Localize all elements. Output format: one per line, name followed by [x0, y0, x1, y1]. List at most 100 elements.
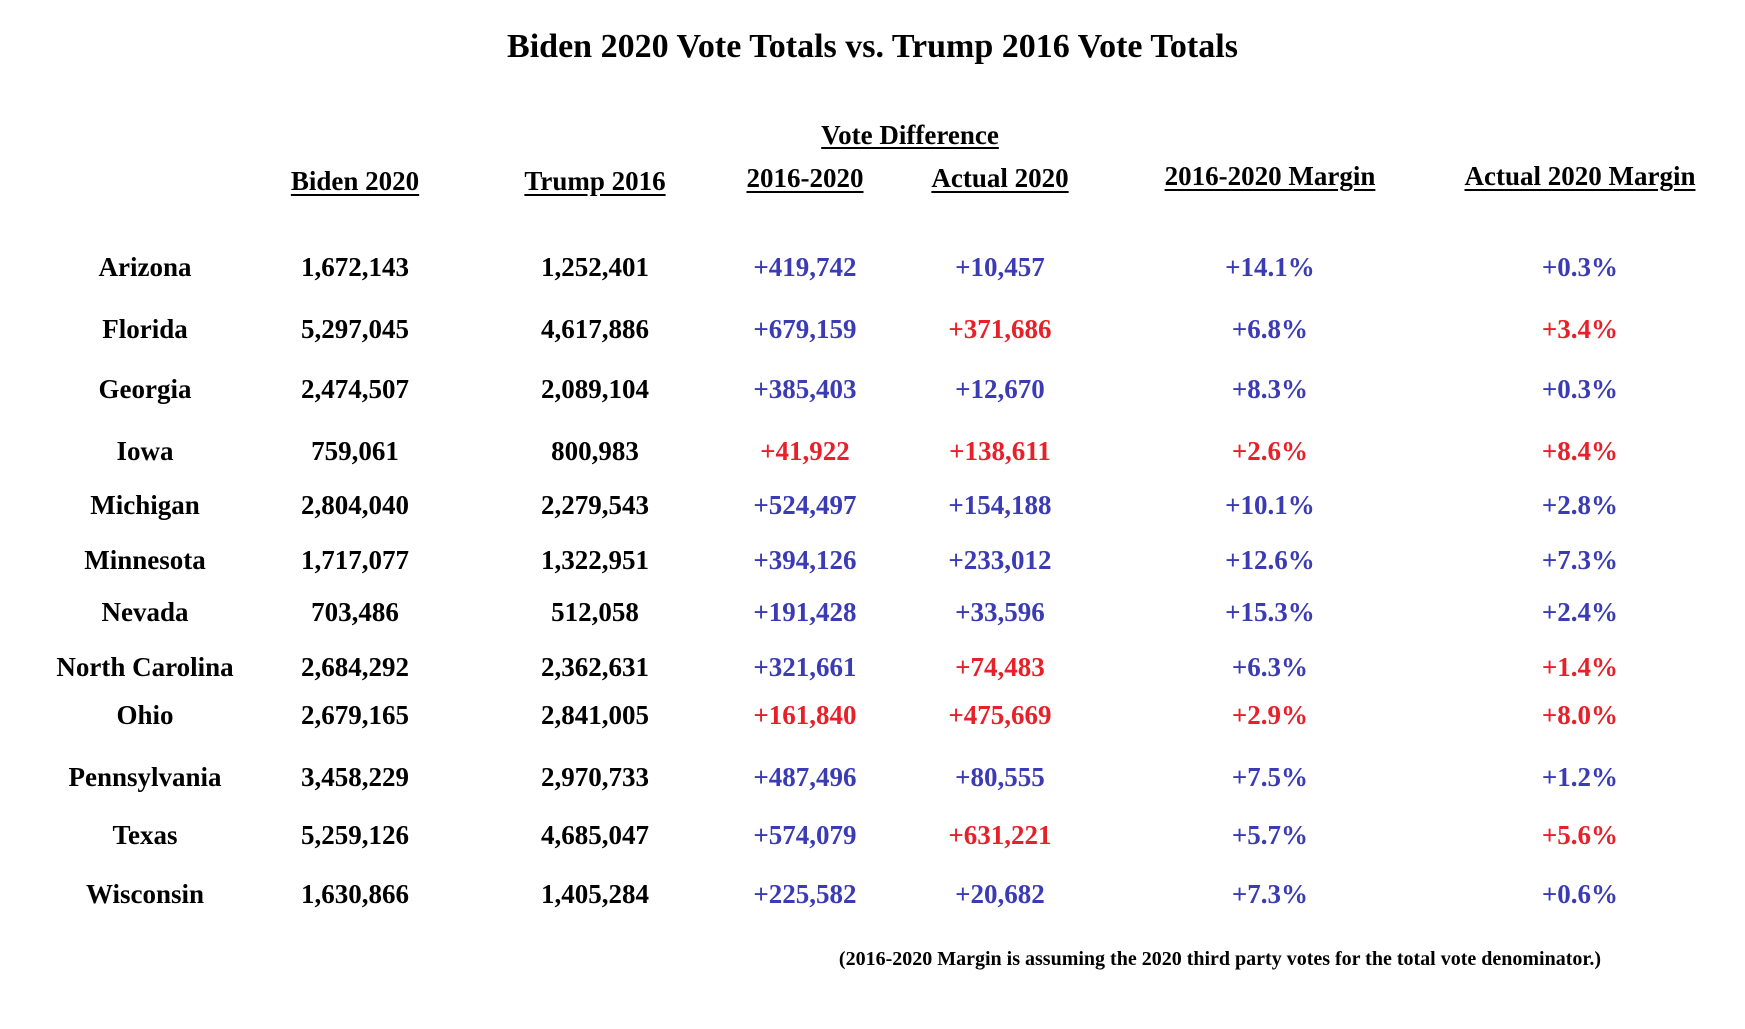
biden-2020-value: 1,672,143 — [301, 252, 409, 282]
vote-difference-group-header: Vote Difference — [821, 120, 999, 150]
diff-2016-2020-value: +574,079 — [753, 820, 857, 850]
actual-margin-2020-value: +0.6% — [1541, 879, 1619, 909]
trump-2016-value: 2,279,543 — [541, 490, 649, 520]
margin-2016-2020-value: +12.6% — [1225, 545, 1315, 575]
actual-2020-value: +80,555 — [955, 762, 1045, 792]
table-row: Arizona 1,672,143 1,252,401 +419,742 +10,457… — [0, 252, 1745, 292]
trump-2016-value: 2,362,631 — [541, 652, 649, 682]
actual-margin-2020-value: +8.0% — [1541, 700, 1619, 730]
actual-2020-value: +233,012 — [948, 545, 1052, 575]
trump-2016-value: 1,405,284 — [541, 879, 649, 909]
actual-2020-value: +154,188 — [948, 490, 1052, 520]
margin-2016-2020-value: +5.7% — [1231, 820, 1309, 850]
biden-2020-value: 5,259,126 — [301, 820, 409, 850]
actual-margin-2020-value: +3.4% — [1541, 314, 1619, 344]
biden-2020-value: 759,061 — [311, 436, 399, 466]
header-biden-2020: Biden 2020 — [290, 166, 420, 196]
biden-2020-value: 1,630,866 — [301, 879, 409, 909]
biden-2020-value: 2,679,165 — [301, 700, 409, 730]
actual-2020-value: +74,483 — [955, 652, 1045, 682]
margin-2016-2020-value: +14.1% — [1225, 252, 1315, 282]
biden-2020-value: 5,297,045 — [301, 314, 409, 344]
actual-2020-value: +475,669 — [948, 700, 1052, 730]
margin-2016-2020-value: +2.9% — [1231, 700, 1309, 730]
margin-2016-2020-value: +15.3% — [1225, 597, 1315, 627]
trump-2016-value: 2,089,104 — [541, 374, 649, 404]
trump-2016-value: 1,252,401 — [541, 252, 649, 282]
state-name: Florida — [102, 314, 188, 344]
actual-2020-value: +12,670 — [955, 374, 1045, 404]
header-trump-2016: Trump 2016 — [524, 166, 666, 196]
diff-2016-2020-value: +394,126 — [753, 545, 857, 575]
header-actual-2020: Actual 2020 — [931, 163, 1069, 193]
table-row: Pennsylvania 3,458,229 2,970,733 +487,496 +8… — [0, 762, 1745, 802]
actual-margin-2020-value: +0.3% — [1541, 252, 1619, 282]
actual-margin-2020-value: +2.8% — [1541, 490, 1619, 520]
actual-margin-2020-value: +8.4% — [1541, 436, 1619, 466]
actual-margin-2020-value: +5.6% — [1541, 820, 1619, 850]
actual-2020-value: +33,596 — [955, 597, 1045, 627]
trump-2016-value: 800,983 — [551, 436, 639, 466]
actual-margin-2020-value: +1.4% — [1541, 652, 1619, 682]
trump-2016-value: 2,970,733 — [541, 762, 649, 792]
actual-margin-2020-value: +0.3% — [1541, 374, 1619, 404]
diff-2016-2020-value: +225,582 — [753, 879, 857, 909]
biden-2020-value: 2,474,507 — [301, 374, 409, 404]
actual-margin-2020-value: +1.2% — [1541, 762, 1619, 792]
page-title: Biden 2020 Vote Totals vs. Trump 2016 Vo… — [507, 28, 1238, 65]
actual-2020-value: +631,221 — [948, 820, 1052, 850]
table-row: Florida 5,297,045 4,617,886 +679,159 +371,68… — [0, 314, 1745, 354]
biden-2020-value: 2,804,040 — [301, 490, 409, 520]
diff-2016-2020-value: +161,840 — [753, 700, 857, 730]
table-row: Wisconsin 1,630,866 1,405,284 +225,582 +20,6… — [0, 879, 1745, 919]
margin-2016-2020-value: +10.1% — [1225, 490, 1315, 520]
table-row: Texas 5,259,126 4,685,047 +574,079 +631,221 +… — [0, 820, 1745, 860]
margin-2016-2020-value: +8.3% — [1231, 374, 1309, 404]
diff-2016-2020-value: +524,497 — [753, 490, 857, 520]
state-name: Nevada — [101, 597, 189, 627]
actual-2020-value: +10,457 — [955, 252, 1045, 282]
diff-2016-2020-value: +419,742 — [753, 252, 857, 282]
actual-2020-value: +371,686 — [948, 314, 1052, 344]
biden-2020-value: 2,684,292 — [301, 652, 409, 682]
actual-margin-2020-value: +2.4% — [1541, 597, 1619, 627]
table-row: Ohio 2,679,165 2,841,005 +161,840 +475,669 +2… — [0, 700, 1745, 740]
table-row: Georgia 2,474,507 2,089,104 +385,403 +12,670… — [0, 374, 1745, 414]
table-row: Minnesota 1,717,077 1,322,951 +394,126 +233,… — [0, 545, 1745, 585]
state-name: Michigan — [90, 490, 200, 520]
margin-2016-2020-value: +7.3% — [1231, 879, 1309, 909]
state-name: Minnesota — [84, 545, 206, 575]
biden-2020-value: 703,486 — [311, 597, 399, 627]
footnote: (2016-2020 Margin is assuming the 2020 t… — [838, 948, 1602, 970]
trump-2016-value: 512,058 — [551, 597, 639, 627]
margin-2016-2020-value: +7.5% — [1231, 762, 1309, 792]
diff-2016-2020-value: +385,403 — [753, 374, 857, 404]
state-name: Georgia — [98, 374, 192, 404]
state-name: Iowa — [116, 436, 174, 466]
margin-2016-2020-value: +6.8% — [1231, 314, 1309, 344]
biden-2020-value: 3,458,229 — [301, 762, 409, 792]
trump-2016-value: 4,617,886 — [541, 314, 649, 344]
table-row: Nevada 703,486 512,058 +191,428 +33,596 +15.3… — [0, 597, 1745, 637]
state-name: Arizona — [98, 252, 192, 282]
state-name: North Carolina — [56, 652, 234, 682]
trump-2016-value: 2,841,005 — [541, 700, 649, 730]
header-diff-2016-2020: 2016-2020 — [746, 163, 864, 193]
state-name: Wisconsin — [85, 879, 205, 909]
actual-2020-value: +138,611 — [949, 436, 1051, 466]
diff-2016-2020-value: +679,159 — [753, 314, 857, 344]
trump-2016-value: 4,685,047 — [541, 820, 649, 850]
table-row: North Carolina 2,684,292 2,362,631 +321,661… — [0, 652, 1745, 692]
trump-2016-value: 1,322,951 — [541, 545, 649, 575]
state-name: Ohio — [116, 700, 174, 730]
state-name: Texas — [112, 820, 178, 850]
diff-2016-2020-value: +321,661 — [753, 652, 857, 682]
table-row: Iowa 759,061 800,983 +41,922 +138,611 +2.6% +8… — [0, 436, 1745, 476]
actual-2020-value: +20,682 — [955, 879, 1045, 909]
state-name: Pennsylvania — [68, 762, 222, 792]
header-margin-2016-2020: 2016-2020 Margin — [1164, 161, 1376, 191]
diff-2016-2020-value: +41,922 — [760, 436, 850, 466]
margin-2016-2020-value: +2.6% — [1231, 436, 1309, 466]
diff-2016-2020-value: +191,428 — [753, 597, 857, 627]
